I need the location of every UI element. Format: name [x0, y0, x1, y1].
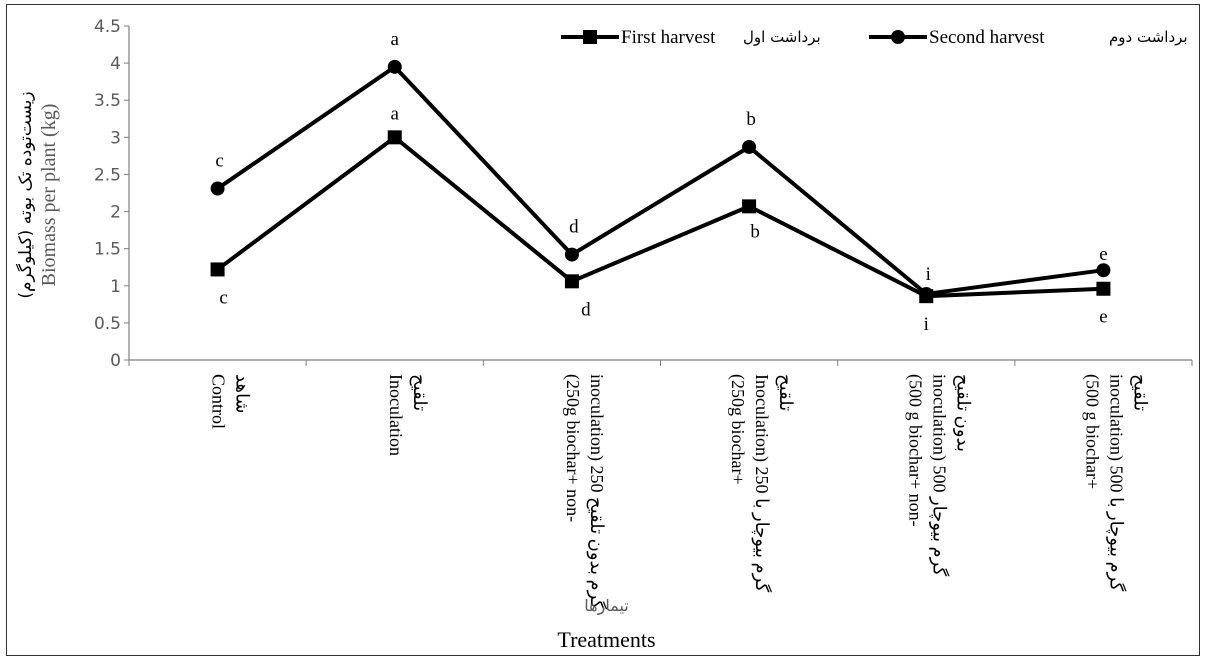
x-category-label-line: تلقیح [775, 374, 796, 411]
series-line-first-harvest [216, 134, 1104, 299]
y-tick-label: 0.5 [94, 314, 121, 334]
x-category-label-line: (500 g biochar+ [1081, 374, 1102, 489]
significance-letter-second-harvest: d [569, 217, 579, 238]
x-axis-title-fa: تیمارها [584, 596, 628, 616]
data-point-first-harvest [210, 262, 225, 277]
y-tick-label: 4.5 [94, 17, 121, 37]
x-category-label: Control شاهد [209, 374, 253, 429]
significance-letter-first-harvest: i [924, 314, 929, 335]
y-axis-title: Biomass per plant (kg) [38, 104, 60, 287]
data-point-second-harvest [919, 286, 934, 301]
data-point-second-harvest [564, 247, 579, 262]
x-category-label-line: Inoculation) 250 گرم بیوچار با [751, 374, 773, 593]
y-tick-label: 2 [110, 203, 121, 223]
x-category-label-line: (500 g biochar+ non- [904, 374, 925, 527]
data-point-second-harvest [387, 59, 402, 74]
x-category-label-line: inoculation) 500 گرم بیوچار با [1105, 374, 1127, 592]
data-point-first-harvest [387, 130, 402, 145]
x-category-label-line: تلقیح [409, 374, 430, 411]
legend-label-second-harvest-fa: برداشت دوم [1109, 28, 1188, 46]
biomass-line-chart: 0 0.5 1 1.5 2 2.5 3 3.5 4 4.5 Control شاهد Inoculati… [15, 17, 1193, 652]
significance-letter-second-harvest: e [1099, 244, 1107, 265]
data-point-second-harvest [210, 181, 225, 196]
legend-marker-first-harvest [583, 30, 597, 44]
y-tick-label: 0 [110, 351, 121, 371]
significance-letter-first-harvest: e [1099, 307, 1107, 328]
x-category-label: (250g biochar+ non-inoculation) 250 گرم … [562, 374, 608, 610]
data-point-first-harvest [742, 199, 757, 214]
x-category-label: (250g biochar+ Inoculation) 250 گرم بیوچا… [727, 374, 796, 593]
significance-letter-second-harvest: c [215, 151, 223, 172]
y-tick-label: 2.5 [94, 165, 121, 185]
x-category-label-line: تلقیح [1129, 374, 1150, 411]
legend-label-first-harvest-fa-text: برداشت اول [743, 28, 821, 46]
x-category-label-line: Control [209, 374, 229, 429]
significance-letter-first-harvest: b [750, 221, 760, 242]
y-tick-label: 4 [110, 54, 121, 74]
series-line-second-harvest [216, 64, 1104, 297]
x-category-label-line: (250g biochar+ [727, 374, 748, 485]
significance-letter-first-harvest: d [581, 299, 591, 320]
significance-letter-first-harvest: a [391, 103, 400, 124]
x-category-label-line: شاهد [233, 374, 253, 414]
x-category-label-line: (250g biochar+ non- [562, 374, 583, 522]
legend-label-first-harvest: First harvest [621, 27, 716, 48]
data-point-first-harvest [1096, 281, 1111, 296]
x-axis-title: Treatments [557, 627, 655, 652]
x-category-label-line: بدون تلقیح [952, 374, 973, 452]
x-category-label: Inoculation تلقیح [386, 374, 430, 456]
y-tick-label: 3 [110, 128, 121, 148]
significance-letter-second-harvest: i [926, 264, 931, 285]
y-tick-label: 1.5 [94, 240, 121, 260]
data-point-second-harvest [742, 139, 757, 154]
x-category-label: (500 g biochar+ inoculation) 500 گرم بیوچ… [1081, 374, 1150, 592]
x-category-label-line: inoculation) 250 گرم بدون تلقیح [586, 374, 608, 610]
data-point-second-harvest [1096, 263, 1111, 278]
significance-letter-second-harvest: a [391, 29, 400, 50]
significance-letter-first-harvest: c [219, 287, 227, 308]
data-point-first-harvest [564, 274, 579, 289]
y-axis-title-fa: (زیست‌توده تک بوته (کیلوگرم [15, 91, 36, 298]
legend-marker-second-harvest [891, 30, 905, 44]
legend-label-second-harvest: Second harvest [929, 27, 1045, 48]
significance-letter-second-harvest: b [746, 109, 756, 130]
x-category-label-line: inoculation) 500 گرم بیوچار [928, 374, 950, 577]
y-tick-label: 1 [110, 277, 121, 297]
chart-frame: 0 0.5 1 1.5 2 2.5 3 3.5 4 4.5 Control شاهد Inoculati… [6, 4, 1200, 656]
y-tick-label: 3.5 [94, 91, 121, 111]
x-category-label: (500 g biochar+ non-inoculation) 500 گرم… [904, 374, 973, 577]
x-category-label-line: Inoculation [386, 374, 406, 456]
